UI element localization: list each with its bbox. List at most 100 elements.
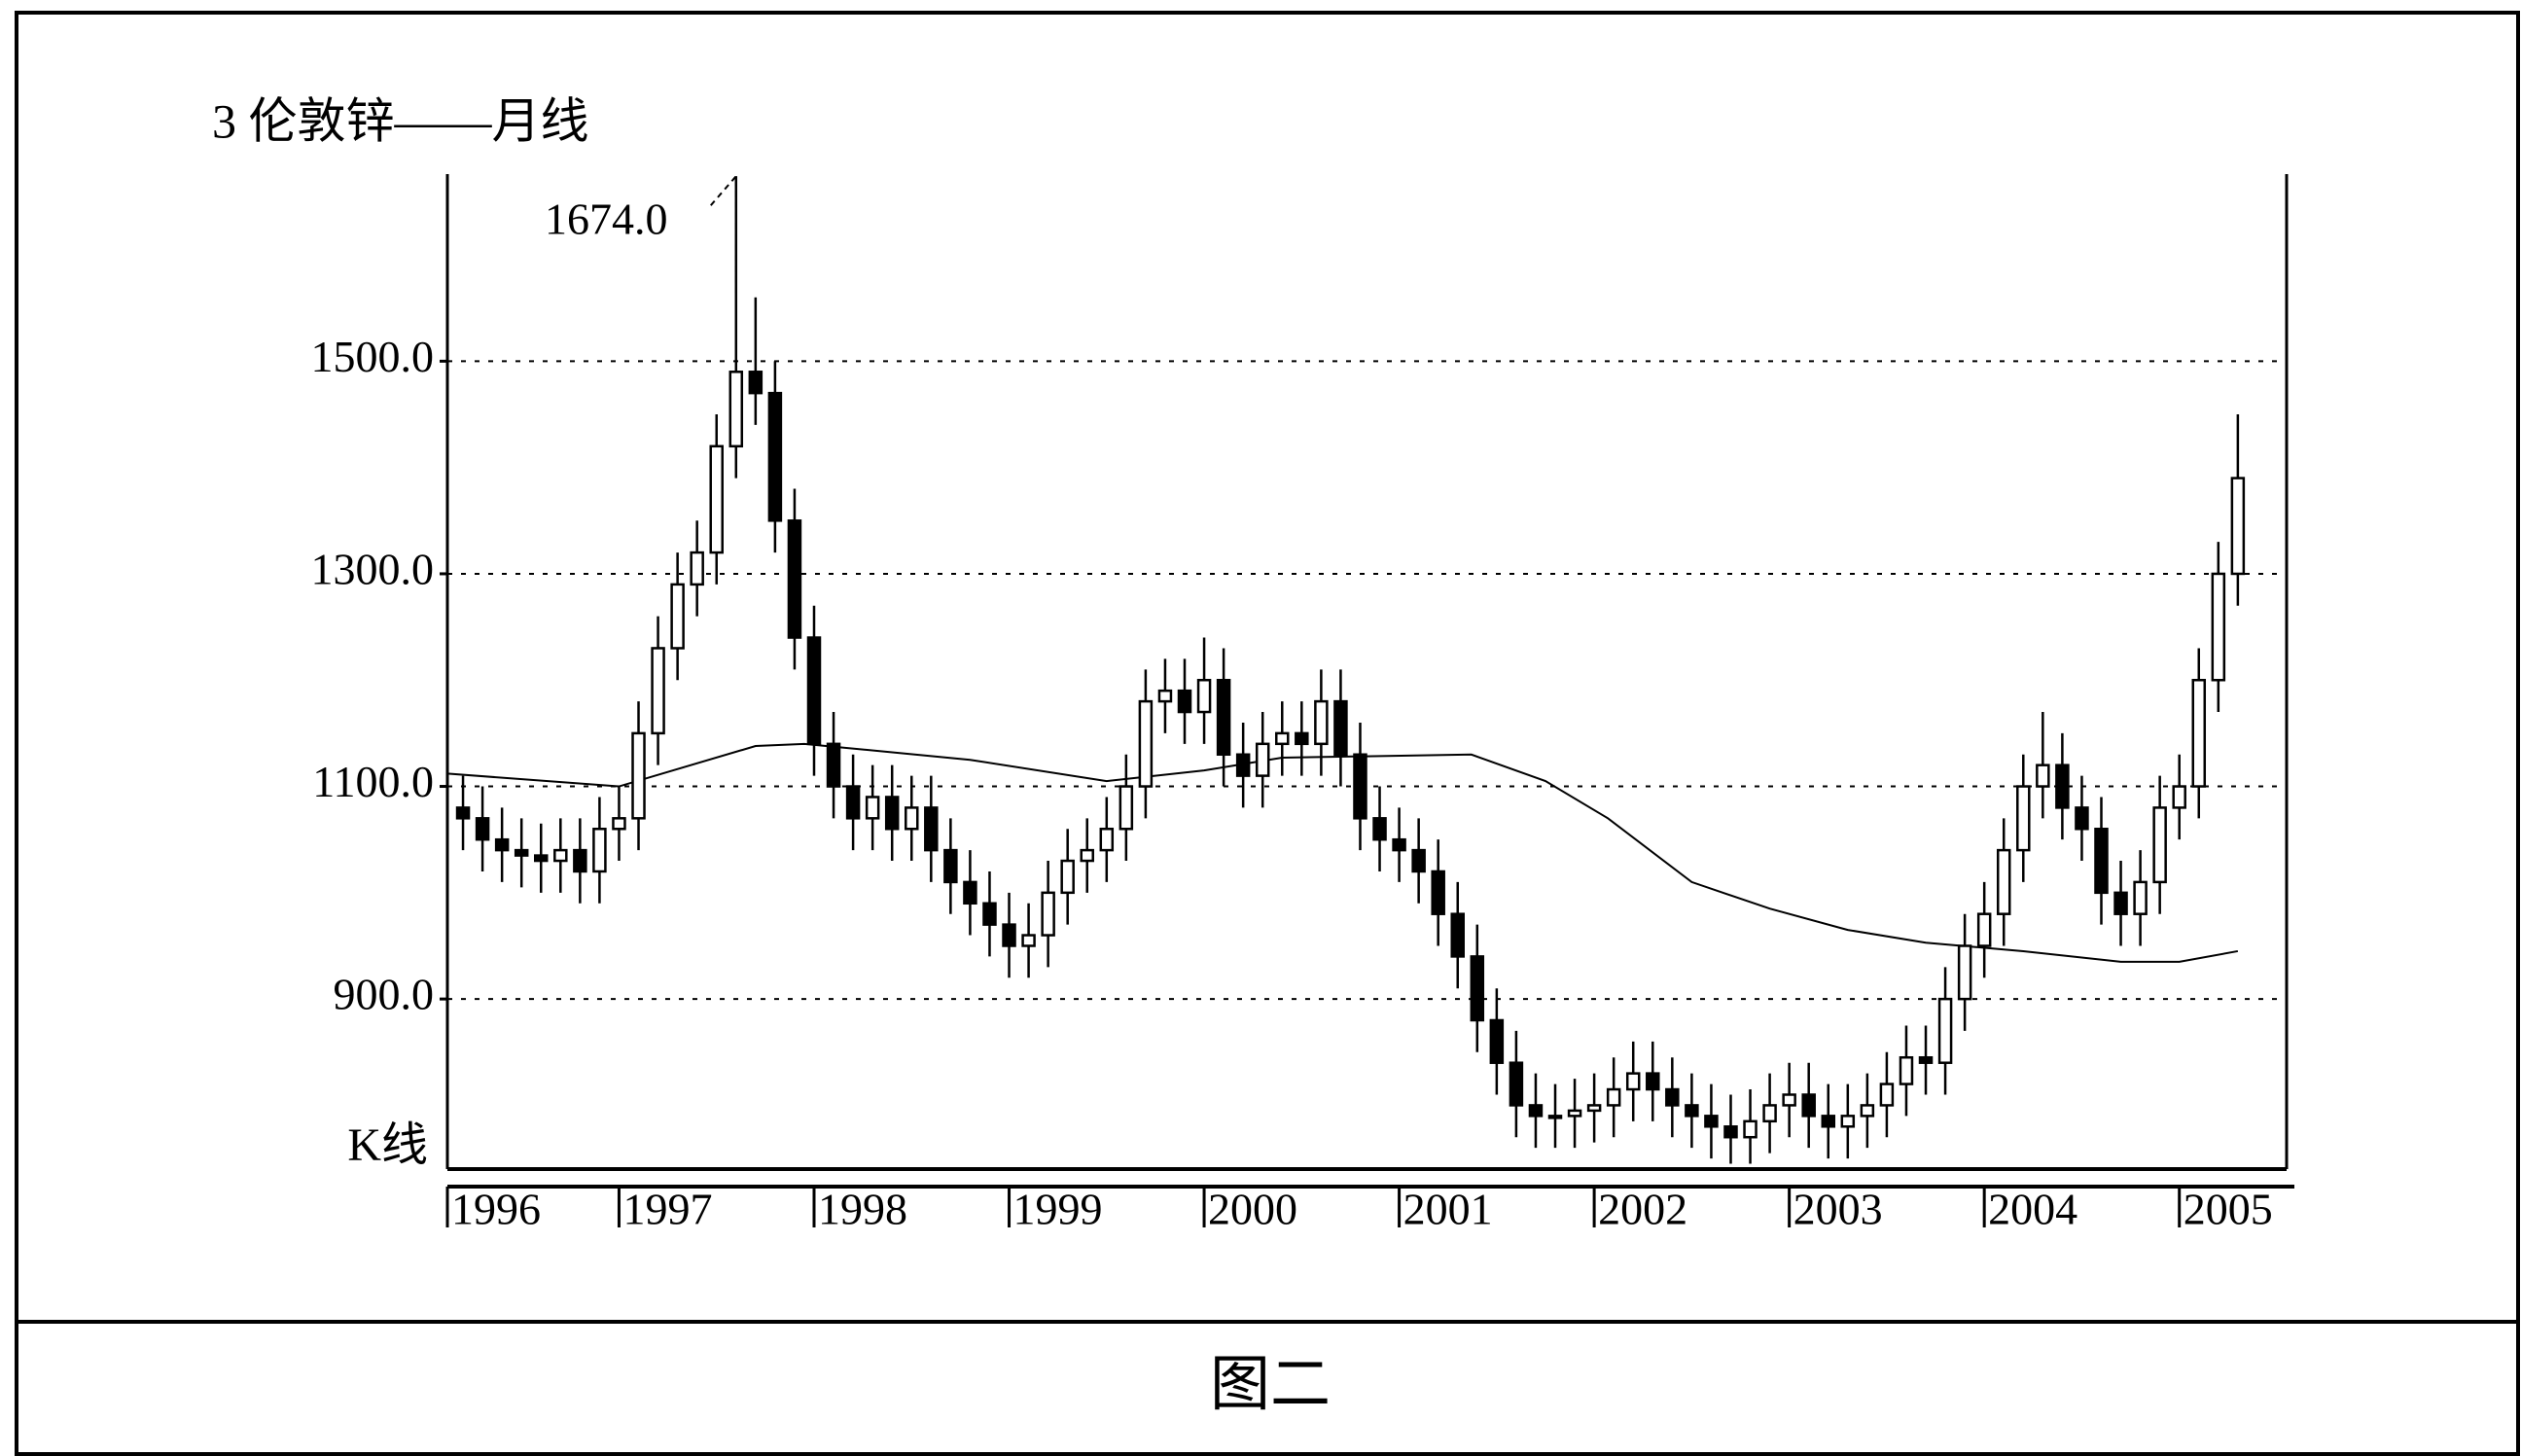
moving-average-line (446, 742, 2239, 963)
candle-body (1489, 1018, 1505, 1064)
candle-body (1957, 944, 1972, 1001)
candle-body (1021, 934, 1036, 947)
candle-body (1275, 731, 1290, 746)
x-tick-label: 2003 (1793, 1185, 1883, 1234)
candle-body (2230, 477, 2246, 576)
chart-title: 3 伦敦锌——月线 (212, 93, 589, 148)
x-tick-label: 1998 (818, 1185, 907, 1234)
candle-body (748, 371, 763, 395)
candle-body (2016, 785, 2031, 852)
candle-body (1196, 678, 1212, 714)
candle-body (631, 731, 646, 820)
x-tick-label: 1996 (451, 1185, 541, 1234)
candle-body (1509, 1061, 1524, 1107)
candle-body (1547, 1115, 1563, 1119)
candle-body (1470, 955, 1485, 1022)
candle-body (1235, 753, 1251, 777)
x-tick-label: 2000 (1208, 1185, 1297, 1234)
candle-body (651, 647, 665, 735)
candle-body (845, 785, 861, 820)
candle-body (1899, 1055, 1914, 1085)
x-tick-label: 2005 (2184, 1185, 2273, 1234)
candle-body (1411, 848, 1426, 873)
candle-body (728, 371, 744, 448)
x-tick-label: 2004 (1988, 1185, 2077, 1234)
candle-body (1216, 678, 1231, 756)
candle-body (787, 519, 802, 639)
candle-body (1586, 1104, 1602, 1113)
candle-body (2133, 880, 2148, 915)
candle-body (1567, 1109, 1582, 1118)
candle-body (1314, 699, 1329, 746)
candle-body (1782, 1093, 1796, 1107)
y-tick-label: 1100.0 (312, 757, 434, 806)
candle-body (963, 880, 977, 906)
candle-body (1996, 848, 2011, 915)
candle-body (1138, 699, 1154, 788)
x-tick-label: 2002 (1598, 1185, 1687, 1234)
candle-body (612, 817, 626, 831)
candle-body (1606, 1087, 1621, 1107)
candle-body (573, 848, 587, 873)
candle-body (534, 854, 549, 863)
x-tick-label: 2001 (1403, 1185, 1493, 1234)
candle-body (1918, 1055, 1934, 1064)
candle-body (2055, 764, 2070, 809)
candle-body (455, 806, 471, 820)
candle-body (826, 742, 841, 788)
y-tick-label: 1500.0 (311, 332, 435, 381)
caption: 图二 (1210, 1352, 1331, 1418)
candle-body (670, 583, 685, 650)
candle-body (2211, 572, 2226, 682)
candle-body (1937, 997, 1953, 1064)
peak-leader (710, 173, 737, 294)
candle-body (1002, 923, 1016, 947)
candle-body (1372, 817, 1387, 841)
candle-body (494, 837, 510, 852)
candle-body (1646, 1072, 1660, 1091)
candle-body (1743, 1119, 1758, 1139)
candle-body (1333, 699, 1348, 756)
candle-body (767, 391, 783, 522)
candle-body (1392, 837, 1406, 852)
candle-body (1685, 1104, 1699, 1118)
candle-body (592, 828, 607, 873)
candle-body (2094, 828, 2109, 895)
candle-body (1255, 742, 1270, 777)
candle-body (475, 817, 490, 841)
peak-annotation: 1674.0 (545, 195, 668, 244)
candle-body (1177, 689, 1192, 714)
caption-frame (15, 1320, 2520, 1456)
candle-body (865, 796, 880, 820)
candle-body (1665, 1087, 1680, 1107)
candle-body (1801, 1093, 1816, 1118)
candle-body (1976, 912, 1992, 947)
candle-body (1821, 1115, 1836, 1128)
candle-body (806, 636, 822, 746)
candle-body (1080, 848, 1094, 863)
candle-body (1041, 891, 1055, 937)
candle-body (553, 848, 568, 863)
candle-body (2191, 678, 2207, 788)
candle-body (1762, 1104, 1777, 1123)
candle-body (1528, 1104, 1544, 1118)
candle-body (2113, 891, 2128, 915)
candle-body (1704, 1115, 1719, 1128)
x-tick-label: 1999 (1013, 1185, 1103, 1234)
candle-body (1060, 859, 1075, 895)
candle-body (1840, 1115, 1856, 1128)
candle-body (1879, 1083, 1895, 1107)
candle-body (2172, 785, 2186, 809)
y-tick-label: 1300.0 (311, 545, 435, 594)
candle-body (943, 848, 958, 884)
candle-body (2036, 764, 2050, 788)
candle-body (690, 550, 704, 586)
candle-body (1157, 689, 1173, 703)
candle-body (1860, 1104, 1875, 1118)
candle-body (1450, 912, 1465, 958)
candle-body (2075, 806, 2089, 831)
candle-body (1723, 1125, 1738, 1139)
candle-body (709, 444, 724, 554)
x-tick-label: 1997 (622, 1185, 712, 1234)
